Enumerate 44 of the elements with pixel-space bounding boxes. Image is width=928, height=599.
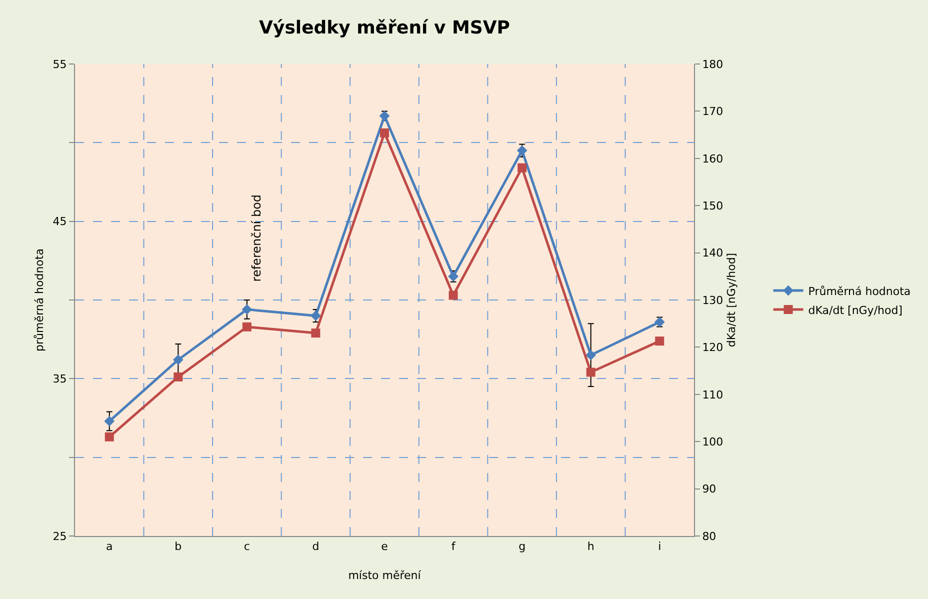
x-tick-label: b (174, 540, 182, 554)
point (586, 350, 596, 360)
point (104, 416, 115, 426)
y-axis-title: průměrná hodnota (33, 248, 46, 352)
x-axis-title: místo měření (348, 569, 422, 582)
y2-tick-label: 130 (702, 294, 724, 307)
x-tick-label: i (658, 540, 662, 554)
y2-tick-label: 160 (702, 152, 724, 166)
y2-tick-label: 100 (702, 435, 724, 448)
x-tick-label: d (312, 540, 320, 554)
point (242, 304, 252, 315)
x-tick-label: c (244, 540, 250, 554)
legend-label: Průměrná hodnota (808, 284, 911, 298)
x-tick-label: f (451, 540, 456, 554)
y2-axis-title: dKa/dt [nGy/hod] (725, 252, 738, 348)
y-tick-label: 55 (52, 58, 67, 71)
y2-tick-label: 80 (702, 530, 716, 543)
chart-title: Výsledky měření v MSVP (259, 18, 510, 39)
point (242, 322, 252, 332)
point (655, 336, 664, 346)
point (172, 354, 184, 365)
x-tick-label: a (106, 540, 113, 554)
legend-label: dKa/dt [nGy/hod] (808, 304, 903, 317)
point (311, 328, 320, 338)
y2-tick-label: 110 (702, 388, 724, 402)
y2-tick-label: 150 (702, 199, 724, 212)
point (518, 163, 527, 172)
annotation: referenční bod (249, 194, 264, 282)
y2-tick-label: 90 (702, 482, 716, 496)
y-tick-label: 25 (52, 530, 67, 543)
point (380, 128, 389, 138)
point (586, 368, 596, 377)
x-tick-label: e (381, 540, 388, 554)
x-tick-label: g (518, 540, 526, 554)
y-tick-label: 45 (52, 215, 67, 228)
y2-tick-label: 180 (702, 58, 724, 71)
y-tick-label: 35 (52, 372, 67, 386)
y2-tick-label: 120 (702, 341, 724, 354)
point (174, 372, 183, 382)
x-tick-label: h (587, 540, 594, 554)
y2-tick-label: 170 (702, 105, 724, 118)
y2-tick-label: 140 (702, 246, 724, 260)
point (448, 290, 458, 300)
point (104, 432, 114, 442)
